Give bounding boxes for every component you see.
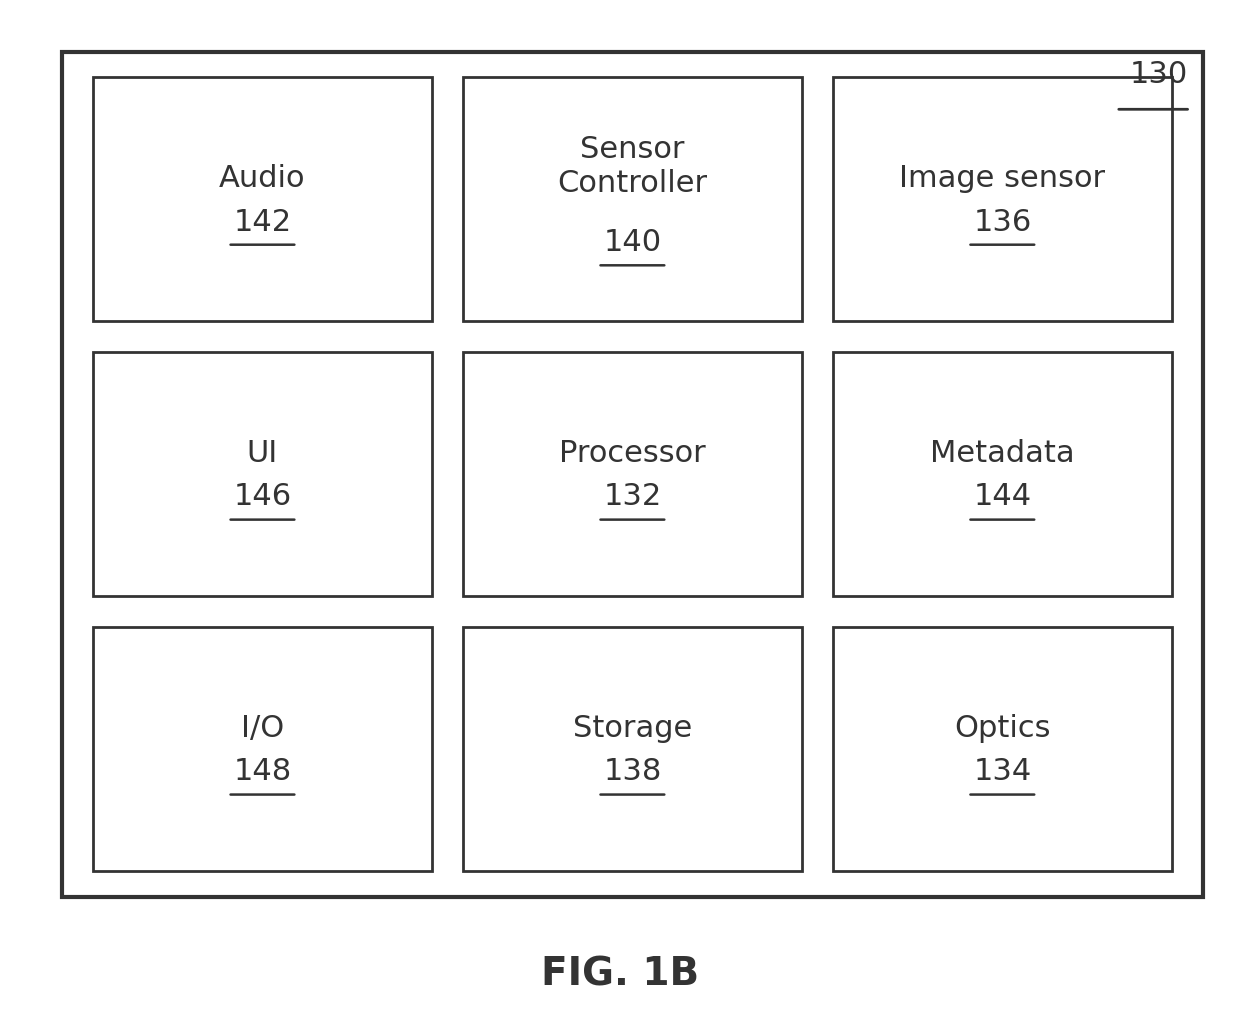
Bar bbox=[93, 77, 432, 322]
Text: 144: 144 bbox=[973, 483, 1032, 511]
Text: Metadata: Metadata bbox=[930, 439, 1075, 468]
Bar bbox=[833, 353, 1172, 596]
Text: Storage: Storage bbox=[573, 714, 692, 743]
Text: 132: 132 bbox=[604, 483, 661, 511]
Text: 142: 142 bbox=[233, 207, 291, 236]
Bar bbox=[463, 77, 802, 322]
Text: 134: 134 bbox=[973, 758, 1032, 787]
Text: 136: 136 bbox=[973, 207, 1032, 236]
Bar bbox=[463, 627, 802, 871]
Bar bbox=[93, 627, 432, 871]
Text: Sensor
Controller: Sensor Controller bbox=[557, 135, 708, 198]
Text: 140: 140 bbox=[604, 228, 661, 257]
Text: Image sensor: Image sensor bbox=[899, 164, 1105, 193]
Bar bbox=[62, 52, 1203, 897]
Text: 146: 146 bbox=[233, 483, 291, 511]
Bar bbox=[93, 353, 432, 596]
Text: Optics: Optics bbox=[954, 714, 1050, 743]
Text: UI: UI bbox=[247, 439, 278, 468]
Text: 138: 138 bbox=[603, 758, 662, 787]
Bar bbox=[833, 77, 1172, 322]
Text: Processor: Processor bbox=[559, 439, 706, 468]
Text: 148: 148 bbox=[233, 758, 291, 787]
Text: Audio: Audio bbox=[219, 164, 306, 193]
Bar bbox=[833, 627, 1172, 871]
Text: 130: 130 bbox=[1130, 60, 1188, 89]
Text: FIG. 1B: FIG. 1B bbox=[541, 956, 699, 993]
Text: I/O: I/O bbox=[241, 714, 284, 743]
Bar bbox=[463, 353, 802, 596]
